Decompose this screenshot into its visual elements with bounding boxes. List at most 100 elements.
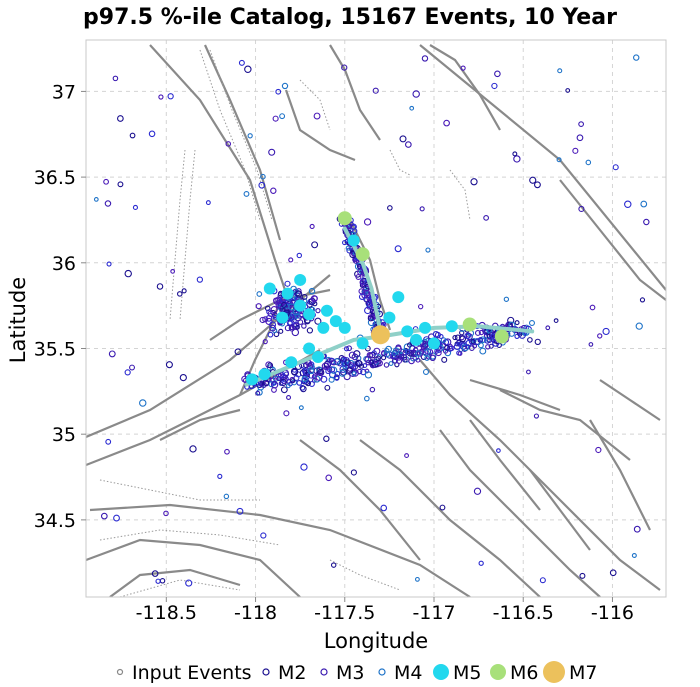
legend-label: M6 <box>510 662 538 684</box>
event-marker <box>609 569 617 577</box>
event-marker <box>624 200 632 209</box>
event-marker <box>419 206 425 212</box>
event-marker <box>367 352 374 359</box>
event-marker <box>266 309 272 315</box>
event-marker <box>359 282 365 288</box>
event-marker <box>363 218 372 226</box>
event-marker <box>585 159 592 166</box>
fault-line <box>599 379 661 421</box>
event-marker <box>284 324 292 332</box>
event-marker <box>425 247 431 253</box>
event-marker <box>512 151 518 157</box>
event-marker <box>285 383 291 389</box>
legend-label: Input Events <box>132 662 252 684</box>
event-marker <box>565 88 571 93</box>
legend-label: M4 <box>394 662 422 684</box>
event-marker <box>301 323 307 329</box>
event-marker <box>578 205 585 213</box>
event-marker <box>308 381 315 388</box>
event-marker <box>281 301 287 308</box>
event-marker <box>533 413 540 419</box>
event-marker <box>346 367 354 374</box>
event-marker <box>456 341 462 347</box>
event-marker <box>526 369 531 375</box>
y-ticks: 34.5 35 35.5 36 36.5 37 <box>34 81 86 532</box>
event-marker <box>100 512 108 520</box>
event-marker <box>407 342 413 348</box>
event-marker <box>640 200 648 208</box>
event-marker <box>300 463 308 471</box>
legend-marker-m3 <box>320 668 328 676</box>
fault-zone <box>99 479 260 501</box>
event-marker <box>124 369 131 376</box>
fault-zone <box>119 579 241 597</box>
event-marker <box>151 570 159 577</box>
event-marker <box>417 303 424 310</box>
event-marker <box>181 288 187 294</box>
event-marker <box>170 268 176 274</box>
event-marker <box>485 344 491 350</box>
event-marker <box>113 514 120 522</box>
event-marker <box>103 178 109 185</box>
event-marker <box>308 287 316 295</box>
fault-line <box>159 408 241 441</box>
event-marker <box>579 572 586 579</box>
event-marker <box>284 280 291 287</box>
event-marker <box>457 351 463 356</box>
event-marker <box>553 318 559 324</box>
event-marker <box>367 315 374 322</box>
fault-zone <box>169 149 186 321</box>
legend-label: M3 <box>336 662 364 684</box>
fault-line <box>589 419 651 531</box>
event-marker <box>362 363 368 369</box>
event-marker <box>383 348 390 354</box>
m6-marker <box>494 329 509 344</box>
m5-marker <box>281 287 294 300</box>
event-marker <box>343 373 351 381</box>
event-marker <box>346 345 352 352</box>
event-marker <box>534 338 541 346</box>
event-marker <box>256 291 263 297</box>
event-marker <box>179 373 187 382</box>
event-marker <box>112 75 119 82</box>
x-tick-label: -118.5 <box>136 602 197 624</box>
plot-frame <box>85 39 667 598</box>
fault-zone <box>329 559 401 591</box>
event-marker <box>129 132 136 139</box>
event-marker <box>255 303 262 310</box>
fault-line <box>559 179 666 301</box>
event-marker <box>306 363 313 370</box>
m5-marker <box>317 321 330 334</box>
event-marker <box>369 386 376 393</box>
event-marker <box>185 579 193 587</box>
event-marker <box>167 93 174 100</box>
event-marker <box>395 357 403 364</box>
event-marker <box>205 200 211 206</box>
m5-marker <box>258 368 271 381</box>
event-marker <box>262 338 268 345</box>
event-marker <box>474 329 481 336</box>
event-marker <box>223 493 230 500</box>
event-marker <box>415 357 421 363</box>
event-marker <box>358 363 365 369</box>
m5-marker <box>392 291 405 304</box>
event-marker <box>306 327 314 334</box>
event-marker <box>269 324 277 332</box>
event-marker <box>371 350 377 356</box>
x-tick-label: -117.5 <box>314 602 375 624</box>
fault-line <box>284 89 356 162</box>
event-marker <box>383 362 390 368</box>
event-marker <box>278 328 284 334</box>
event-marker <box>328 376 335 383</box>
event-marker <box>324 384 331 391</box>
event-marker <box>355 274 362 281</box>
event-marker <box>255 390 261 396</box>
event-marker <box>259 316 266 324</box>
event-marker <box>345 245 351 251</box>
event-marker <box>148 130 156 138</box>
fault-line <box>469 419 541 511</box>
event-marker <box>487 338 493 343</box>
event-marker <box>479 347 487 355</box>
event-marker <box>400 354 408 361</box>
fault-line <box>86 274 331 439</box>
